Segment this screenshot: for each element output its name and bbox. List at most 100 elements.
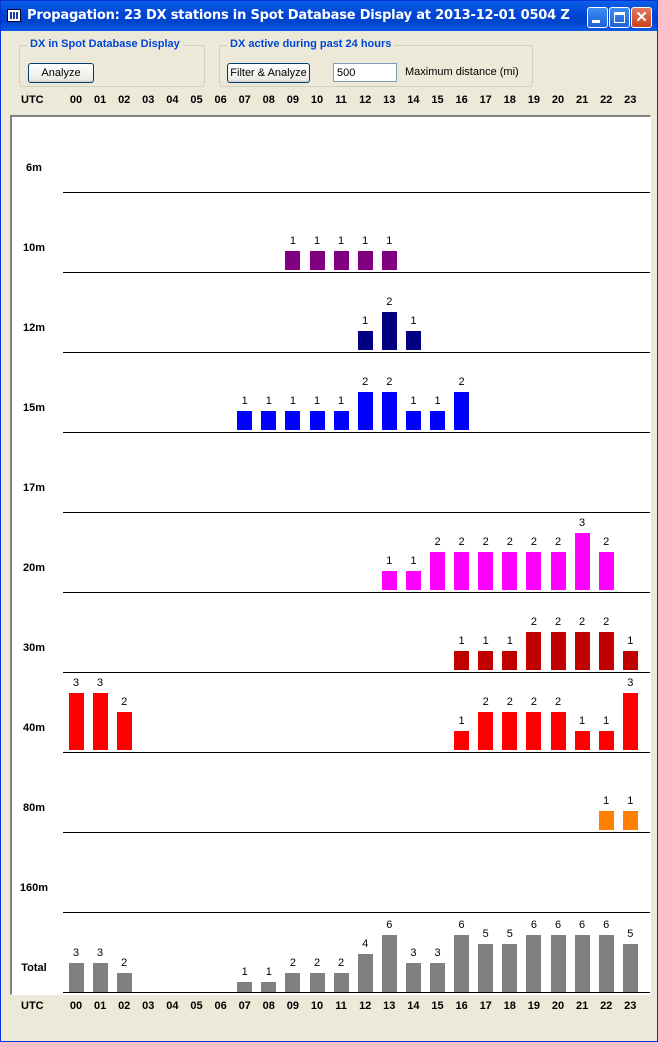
close-button[interactable]: ✕ — [631, 7, 652, 28]
hour-label: 15 — [431, 94, 444, 106]
count-bar — [285, 973, 301, 992]
hour-label: 12 — [359, 94, 372, 106]
count-bar — [478, 944, 494, 992]
count-label: 2 — [603, 536, 610, 548]
count-bar — [622, 651, 638, 670]
count-label: 2 — [482, 696, 489, 708]
band-separator — [63, 192, 650, 193]
count-label: 3 — [97, 677, 104, 689]
hour-label: 14 — [407, 94, 420, 106]
count-bar — [502, 712, 518, 750]
count-bar — [237, 982, 253, 992]
count-bar — [357, 954, 373, 992]
hour-label: 13 — [383, 1000, 396, 1012]
count-bar — [237, 411, 253, 430]
count-label: 1 — [458, 635, 465, 647]
count-label: 6 — [386, 919, 393, 931]
hour-label: 04 — [166, 1000, 179, 1012]
band-label: 6m — [26, 162, 42, 174]
count-bar — [526, 632, 542, 670]
count-label: 2 — [530, 696, 537, 708]
count-bar — [526, 935, 542, 992]
hour-label: 02 — [118, 1000, 131, 1012]
hour-label: 20 — [551, 94, 565, 106]
count-label: 6 — [530, 919, 537, 931]
count-label: 1 — [410, 395, 417, 407]
count-bar — [381, 312, 397, 350]
count-bar — [622, 811, 638, 830]
maximize-button[interactable] — [609, 7, 630, 28]
count-label: 3 — [434, 947, 441, 959]
band-separator — [63, 512, 650, 513]
hour-label: 22 — [600, 94, 613, 106]
hour-label: 21 — [575, 1000, 589, 1012]
hour-label: 13 — [383, 94, 396, 106]
minimize-button[interactable] — [587, 7, 608, 28]
count-bar — [622, 944, 638, 992]
count-label: 6 — [554, 919, 562, 931]
analyze-button[interactable]: Analyze — [28, 63, 94, 83]
hour-label: 21 — [575, 94, 589, 106]
count-bar — [381, 251, 397, 270]
hour-label: 14 — [407, 1000, 420, 1012]
count-label: 4 — [362, 938, 369, 950]
count-label: 1 — [482, 635, 489, 647]
band-label: 17m — [22, 482, 46, 494]
count-label: 1 — [458, 715, 465, 727]
count-label: 6 — [579, 919, 586, 931]
hour-label: 17 — [479, 94, 492, 106]
count-label: 2 — [434, 536, 441, 548]
hour-label: 15 — [431, 1000, 444, 1012]
hour-label: 20 — [551, 1000, 565, 1012]
title-bar[interactable]: Propagation: 23 DX stations in Spot Data… — [1, 1, 657, 31]
count-label: 1 — [338, 235, 345, 247]
spot-database-group: DX in Spot Database Display — [19, 38, 205, 87]
band-label: 15m — [22, 402, 46, 414]
count-label: 1 — [265, 966, 272, 978]
count-label: 2 — [482, 536, 489, 548]
count-bar — [478, 651, 494, 670]
count-label: 6 — [603, 919, 610, 931]
count-label: 6 — [458, 919, 465, 931]
count-bar — [333, 411, 349, 430]
max-distance-input[interactable] — [333, 63, 397, 82]
band-separator — [63, 352, 650, 353]
count-label: 1 — [434, 395, 441, 407]
count-label: 2 — [338, 957, 345, 969]
count-bar — [550, 712, 566, 750]
hour-label: 04 — [166, 94, 179, 106]
count-label: 1 — [241, 966, 248, 978]
count-bar — [502, 944, 518, 992]
count-bar — [526, 552, 542, 590]
count-label: 1 — [241, 395, 248, 407]
count-bar — [430, 411, 445, 430]
count-label: 1 — [386, 235, 393, 247]
count-label: 1 — [289, 395, 296, 407]
count-label: 2 — [121, 957, 128, 969]
count-bar — [454, 552, 470, 590]
hour-label: 19 — [527, 1000, 541, 1012]
count-bar — [550, 632, 566, 670]
active-24h-group: DX active during past 24 hours — [219, 38, 533, 87]
hour-label: 23 — [624, 1000, 637, 1012]
count-label: 1 — [265, 395, 272, 407]
count-label: 1 — [313, 395, 321, 407]
count-label: 3 — [72, 677, 80, 689]
hour-label: 19 — [527, 94, 541, 106]
count-label: 1 — [410, 555, 417, 567]
count-bar — [598, 552, 614, 590]
propagation-app-icon — [7, 9, 21, 22]
total-baseline — [63, 992, 650, 993]
hour-label: 11 — [335, 94, 347, 106]
hour-label: 09 — [286, 94, 300, 106]
filter-analyze-button[interactable]: Filter & Analyze — [227, 63, 310, 83]
count-label: 1 — [362, 315, 369, 327]
hour-label: 05 — [190, 94, 203, 106]
hour-label: 03 — [142, 1000, 155, 1012]
count-bar — [405, 411, 421, 430]
count-bar — [502, 651, 518, 670]
band-label: Total — [21, 962, 47, 974]
hour-label: 07 — [238, 94, 251, 106]
count-label: 2 — [458, 376, 465, 388]
count-label: 1 — [627, 635, 634, 647]
